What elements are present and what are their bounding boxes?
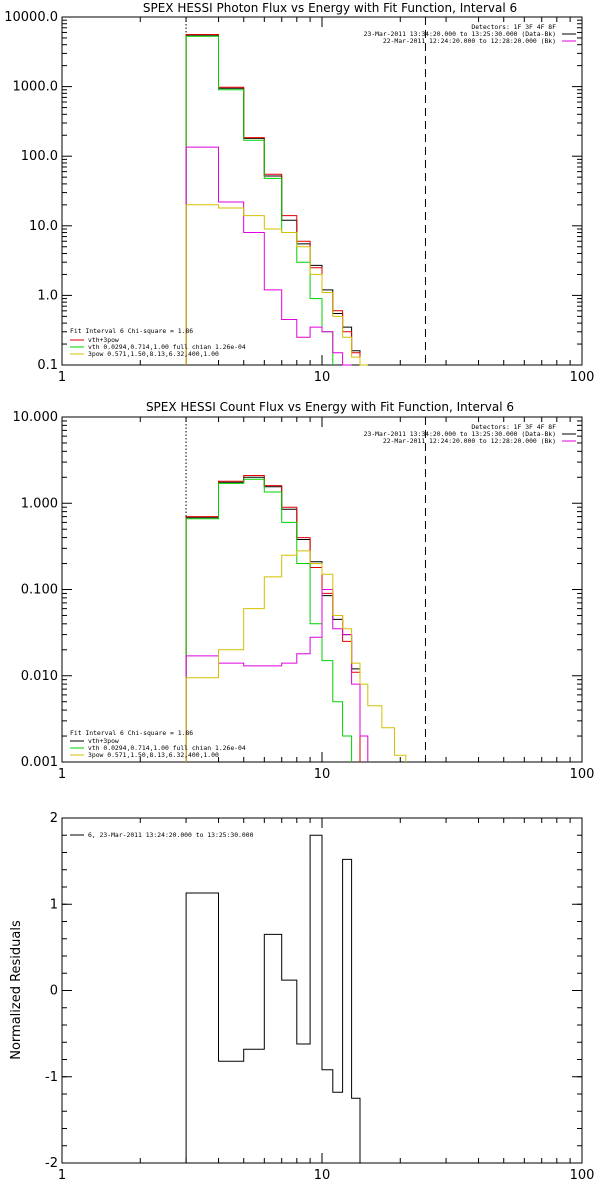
count-y-tick-label: 0.001 — [21, 755, 58, 770]
count-series-series-4 — [185, 550, 407, 762]
photon-reference-lines — [185, 17, 426, 365]
residuals-series-6-23-mar-2011-13-24-20-0 — [185, 834, 361, 1163]
count-legend-header: Fit Interval 6 Chi-square = 1.86 — [70, 729, 193, 737]
photon-y-tick-label: 1.0 — [37, 288, 58, 303]
residuals-y-tick-label: -1 — [45, 1070, 58, 1085]
residuals-x-tick-label: 100 — [570, 1168, 595, 1183]
photon-y-tick-label: 1000.0 — [13, 80, 59, 95]
residuals-x-tick-label: 10 — [314, 1168, 331, 1183]
photon-info-block: Detectors: 1F 3F 4F 8F 23-Mar-2011 13:34… — [364, 23, 576, 45]
count-y-tick-label: 0.100 — [21, 583, 58, 598]
count-x-tick-label: 10 — [314, 767, 331, 782]
count-chart-title: SPEX HESSI Count Flux vs Energy with Fit… — [146, 400, 514, 414]
photon-axes: 1 10 100 0.1 1.0 10.0 100.0 1000.0 10000.0 — [4, 10, 594, 385]
residuals-legend-label: 6, 23-Mar-2011 13:24:20.000 to 13:25:30.… — [88, 831, 254, 839]
photon-x-tick-label: 1 — [58, 370, 66, 385]
photon-bk-interval-text: 22-Mar-2011 12:24:20.000 to 12:28:20.000… — [383, 37, 556, 45]
count-legend: Fit Interval 6 Chi-square = 1.86 vth+3po… — [70, 729, 246, 759]
count-series-vth-0-0294-0-714-1-00-fu — [185, 478, 353, 762]
count-x-tick-label: 1 — [58, 767, 66, 782]
count-series-3pow-0-571-1-50-8-13-6-3 — [185, 589, 369, 762]
count-flux-panel: SPEX HESSI Count Flux vs Energy with Fit… — [13, 400, 595, 782]
residuals-legend: 6, 23-Mar-2011 13:24:20.000 to 13:25:30.… — [70, 831, 254, 839]
count-y-tick-label: 0.010 — [21, 669, 58, 684]
count-info-block: Detectors: 1F 3F 4F 8F 23-Mar-2011 13:34… — [364, 423, 576, 445]
count-y-tick-label: 1.000 — [21, 496, 58, 511]
photon-series-3pow-0-571-1-50-8-13-6-3 — [185, 146, 352, 366]
photon-legend-label-3pow: 3pow 0.571,1.50,8.13,6.32,400,1.00 — [88, 350, 219, 358]
count-data-interval-text: 23-Mar-2011 13:34:20.000 to 13:25:30.000… — [364, 430, 556, 438]
count-series — [185, 475, 407, 762]
photon-flux-panel: SPEX HESSI Photon Flux vs Energy with Fi… — [4, 1, 594, 385]
residuals-y-tick-label: -2 — [45, 1156, 58, 1171]
residuals-y-axis-label: Normalized Residuals — [9, 920, 24, 1060]
residuals-series — [185, 834, 361, 1163]
photon-legend-label-vth: vth 0.0294,0.714,1.00 full chian 1.26e-0… — [88, 343, 246, 351]
residuals-y-tick-label: 1 — [50, 897, 58, 912]
photon-legend: Fit Interval 6 Chi-square = 1.86 vth+3po… — [70, 327, 246, 358]
count-y-tick-label: 10.000 — [13, 410, 59, 425]
photon-series-series-4 — [185, 204, 368, 366]
count-x-tick-label: 100 — [570, 767, 595, 782]
photon-chart-title: SPEX HESSI Photon Flux vs Energy with Fi… — [143, 1, 517, 15]
count-legend-label-vth-3pow: vth+3pow — [88, 737, 119, 745]
count-legend-label-vth: vth 0.0294,0.714,1.00 full chian 1.26e-0… — [88, 744, 246, 752]
count-series-vth-3pow — [185, 475, 361, 762]
photon-series-vth-3pow — [185, 34, 361, 365]
photon-legend-label-vth-3pow: vth+3pow — [88, 336, 119, 344]
count-detectors-text: Detectors: 1F 3F 4F 8F — [471, 423, 556, 431]
count-axes: 1 10 100 0.001 0.010 0.100 1.000 10.000 — [13, 410, 595, 782]
photon-series-series-0 — [185, 34, 361, 365]
residuals-panel: Normalized Residuals 1 10 100 -2 -1 0 1 2 6, 23… — [9, 811, 594, 1183]
count-reference-lines — [185, 417, 426, 762]
photon-x-tick-label: 10 — [314, 370, 331, 385]
photon-series-vth-0-0294-0-714-1-00-fu — [185, 35, 334, 365]
photon-y-tick-label: 0.1 — [37, 358, 58, 373]
residuals-y-tick-label: 2 — [50, 811, 58, 826]
photon-legend-header: Fit Interval 6 Chi-square = 1.86 — [70, 327, 193, 335]
photon-x-tick-label: 100 — [570, 370, 595, 385]
photon-y-tick-label: 10000.0 — [4, 10, 58, 25]
residuals-x-tick-label: 1 — [58, 1168, 66, 1183]
count-bk-interval-text: 22-Mar-2011 12:24:20.000 to 12:28:20.000… — [383, 437, 556, 445]
photon-y-tick-label: 100.0 — [21, 149, 58, 164]
photon-data-interval-text: 23-Mar-2011 13:34:20.000 to 13:25:30.000… — [364, 30, 556, 38]
photon-series — [185, 34, 368, 366]
photon-y-tick-label: 10.0 — [29, 219, 58, 234]
residuals-y-tick-label: 0 — [50, 984, 58, 999]
photon-detectors-text: Detectors: 1F 3F 4F 8F — [471, 23, 556, 31]
count-legend-label-3pow: 3pow 0.571,1.50,8.13,6.32,400,1.00 — [88, 751, 219, 759]
count-series-series-0 — [185, 476, 361, 762]
residuals-axes: 1 10 100 -2 -1 0 1 2 — [45, 811, 594, 1183]
